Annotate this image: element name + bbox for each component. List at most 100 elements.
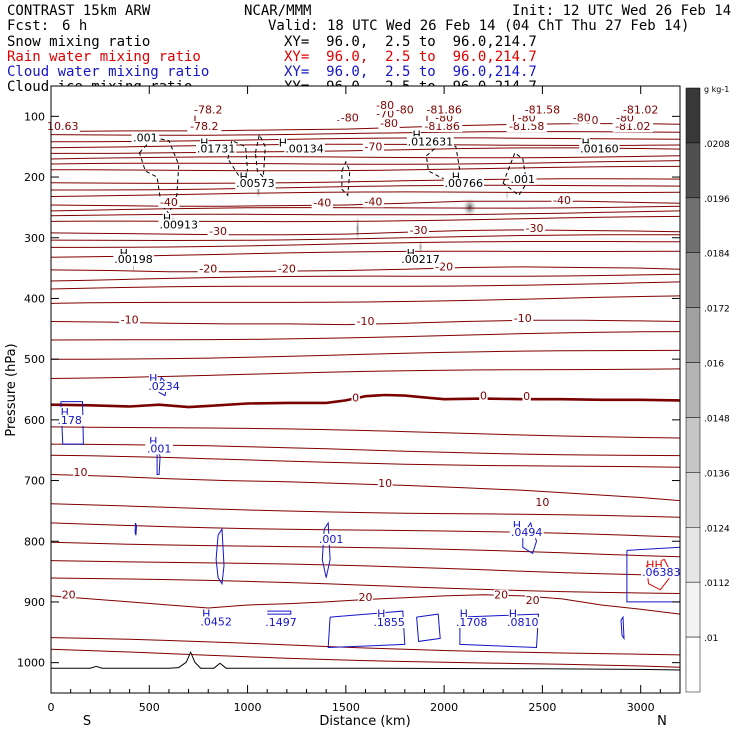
colorbar-label: .016 bbox=[704, 360, 724, 370]
isotherm-line bbox=[50, 273, 681, 282]
extremum-label-bg bbox=[459, 608, 468, 620]
cloud-ice-contour bbox=[341, 160, 351, 197]
isotherm-label: 10 bbox=[535, 496, 549, 509]
extremum-label-bg bbox=[339, 112, 361, 124]
extremum-label: H bbox=[163, 212, 171, 225]
isotherm-label: 10 bbox=[73, 466, 87, 479]
field-xy-snow: XY= 96.0, 2.5 to 96.0,214.7 bbox=[284, 34, 537, 50]
temperature-contours bbox=[50, 123, 681, 668]
cloud-ice-contour bbox=[425, 140, 461, 184]
isotherm-line bbox=[50, 215, 681, 223]
extremum-label: H bbox=[412, 129, 420, 142]
below-ground bbox=[51, 653, 680, 693]
colorbar-swatch bbox=[685, 142, 701, 199]
model-title: CONTRAST 15km ARW bbox=[7, 3, 151, 19]
extremum-label-bg bbox=[451, 171, 461, 183]
colorbar-swatch bbox=[685, 252, 701, 308]
cloud-ice-contour bbox=[502, 152, 528, 197]
extremum-label-bg bbox=[149, 373, 158, 385]
isotherm-label-bg bbox=[351, 392, 360, 404]
isotherm-label-bg bbox=[207, 226, 229, 238]
y-tick-label: 200 bbox=[24, 171, 45, 184]
extremum-label: .012631 bbox=[408, 135, 454, 148]
x-tick-label: 1000 bbox=[234, 701, 262, 714]
extremum-label-bg bbox=[394, 104, 416, 116]
isotherm-label: 0 bbox=[480, 390, 487, 403]
cloud-water-contour bbox=[620, 615, 625, 641]
colorbar-label: .0208 bbox=[704, 140, 730, 150]
isotherm-label: -30 bbox=[209, 225, 227, 238]
extremum-label-bg bbox=[191, 104, 226, 116]
extremum-label: -80 bbox=[573, 112, 591, 125]
extremum-label: -81.02 bbox=[623, 104, 658, 117]
terrain-layer bbox=[51, 650, 681, 693]
extremum-label: H bbox=[61, 406, 69, 419]
extremum-label: H bbox=[279, 136, 287, 149]
extremum-label: H bbox=[407, 247, 415, 260]
y-tick-label: 900 bbox=[24, 596, 45, 609]
colorbar-label: .0124 bbox=[704, 524, 730, 534]
y-tick-label: 300 bbox=[24, 232, 45, 245]
extremum-label-bg bbox=[508, 173, 537, 185]
extremum-label-bg bbox=[235, 178, 276, 190]
field-name-rain: Rain water mixing ratio bbox=[7, 49, 201, 65]
extremum-label: H bbox=[513, 519, 521, 532]
isotherm-line bbox=[51, 241, 681, 248]
isotherm-label-bg bbox=[311, 197, 333, 209]
extremum-label: 10.63 bbox=[47, 120, 79, 133]
x-tick-label: 2000 bbox=[430, 701, 458, 714]
isotherm-label-bg bbox=[362, 196, 384, 208]
colorbar-swatch bbox=[685, 307, 701, 363]
extremum-label: .00766 bbox=[445, 177, 484, 190]
isotherm-label: -30 bbox=[526, 222, 544, 235]
isotherm-label-bg bbox=[522, 391, 531, 403]
colorbar: .01 .0112 .0124 .0136 .0148 .016 .0172 .0184 .01… bbox=[685, 87, 730, 693]
valid-time: Valid: 18 UTC Wed 26 Feb 14 (04 ChT Thu … bbox=[268, 18, 690, 34]
y-tick-label: 700 bbox=[24, 475, 45, 488]
isotherm-label-bg bbox=[119, 314, 141, 326]
extremum-label-bg bbox=[199, 616, 234, 628]
isotherm-label-bg bbox=[362, 141, 384, 153]
colorbar-swatch bbox=[685, 636, 701, 693]
isotherm-label-bg bbox=[535, 496, 550, 508]
extremum-label-bg bbox=[145, 443, 173, 455]
extremum-label-bg bbox=[505, 617, 540, 629]
isotherm-label: -10 bbox=[514, 312, 532, 325]
extremum-label: .00573 bbox=[236, 177, 275, 190]
colorbar-label: .0148 bbox=[704, 414, 730, 424]
extremum-label: H bbox=[582, 136, 590, 149]
x-tick-label: 0 bbox=[48, 701, 55, 714]
extremum-label-bg bbox=[263, 617, 298, 629]
extremum-label: H bbox=[120, 247, 128, 260]
extremum-label-bg bbox=[423, 104, 465, 116]
isotherm-line bbox=[50, 648, 681, 668]
isotherm-line bbox=[50, 210, 681, 217]
extremum-label-bg bbox=[647, 559, 662, 571]
extremum-label-bg bbox=[149, 436, 158, 448]
cloud-ice-contour bbox=[254, 133, 266, 179]
isotherm-label-bg bbox=[407, 224, 430, 236]
isotherm-label-bg bbox=[512, 312, 534, 324]
south-label: S bbox=[83, 714, 91, 729]
isotherm-line bbox=[50, 160, 681, 165]
isotherm-label: -40 bbox=[553, 194, 571, 207]
isotherm-label-bg bbox=[493, 589, 509, 601]
fcst-label: Fcst: bbox=[7, 18, 50, 34]
y-tick-label: 1000 bbox=[17, 657, 45, 670]
cloud-water-contour bbox=[267, 610, 292, 615]
isotherm-label: 0 bbox=[523, 390, 530, 403]
isotherm--80 bbox=[50, 123, 681, 132]
isotherm-label-bg bbox=[551, 195, 573, 207]
snow-max bbox=[505, 188, 510, 203]
isotherm-label-bg bbox=[378, 118, 400, 130]
extremum-label: .178 bbox=[57, 414, 82, 427]
isotherm-line bbox=[51, 184, 681, 191]
extremum-label: .00913 bbox=[160, 218, 199, 231]
isotherm-line bbox=[51, 165, 681, 172]
extremum-label: .00134 bbox=[285, 143, 324, 156]
extremum-label-bg bbox=[239, 171, 248, 183]
isotherm-label: 20 bbox=[359, 591, 373, 604]
extremum-label: .001 bbox=[511, 173, 536, 186]
extremum-label: .01731 bbox=[197, 143, 236, 156]
